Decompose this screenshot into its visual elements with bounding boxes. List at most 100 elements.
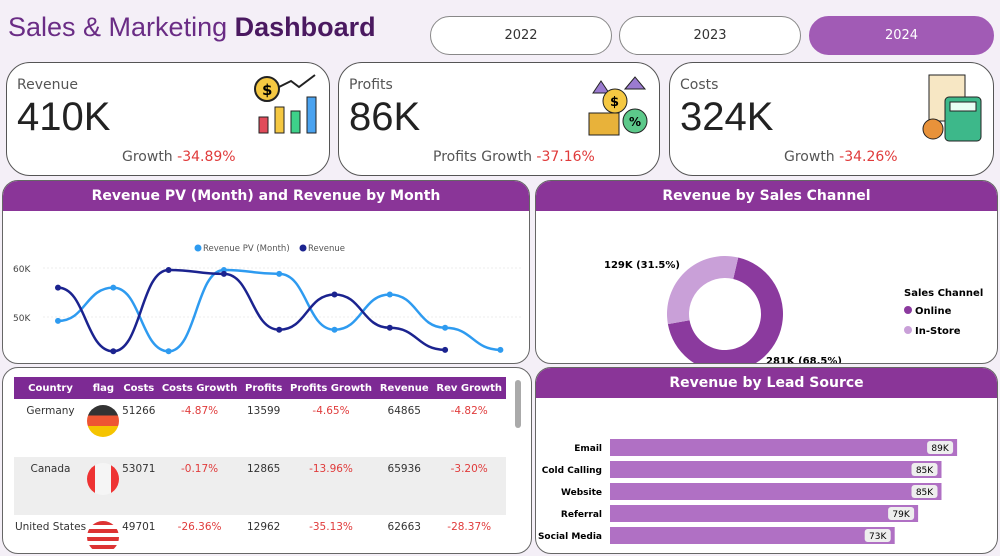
column-header[interactable]: Revenue — [376, 377, 433, 399]
cell-costs: 51266 — [122, 405, 156, 417]
cell-costs: 53071 — [122, 463, 156, 475]
bar — [610, 505, 919, 522]
data-label-bg — [927, 441, 954, 454]
data-label: 85K — [916, 466, 934, 476]
data-label: 281K (68.5%) — [766, 356, 842, 364]
cell-profits: 12962 — [246, 521, 281, 533]
svg-text:$: $ — [262, 81, 272, 99]
cell-rev-growth: -3.20% — [450, 463, 488, 475]
column-header[interactable]: Costs — [119, 377, 158, 399]
data-point — [276, 270, 283, 277]
data-point — [110, 284, 117, 291]
flag-germany-icon — [87, 405, 120, 437]
cell-costs-growth: -4.87% — [181, 405, 219, 417]
data-point — [331, 291, 338, 298]
column-header[interactable]: Profits — [241, 377, 286, 399]
column-header[interactable]: Profits Growth — [285, 377, 377, 399]
bar-chart: Email 89K Cold Calling 85K Website 85K Referra… — [538, 439, 958, 544]
svg-text:$: $ — [610, 95, 619, 110]
cell-country: Canada — [30, 463, 71, 475]
flag-cell — [87, 399, 120, 457]
line-series-revenue-pv — [57, 268, 501, 353]
year-button-2022[interactable]: 2022 — [430, 16, 612, 55]
flag-united-states-icon — [87, 521, 120, 553]
donut-slice-online — [667, 257, 783, 363]
donut-chart-panel: Revenue by Sales Channel 281K (68.5%) 129… — [535, 180, 998, 364]
data-point — [55, 317, 61, 324]
revenue-chart-icon: $ — [254, 74, 317, 134]
line-series-revenue — [57, 268, 446, 353]
growth-value: -34.89% — [177, 149, 236, 165]
y-tick-label: 50K — [13, 314, 31, 324]
data-point — [55, 284, 61, 291]
flag-canada-icon — [87, 463, 120, 495]
cell-country: United States — [14, 521, 87, 533]
kpi-value: 324K — [680, 95, 774, 139]
growth-value: -34.26% — [839, 149, 898, 165]
table-row: Canada 53071 -0.17% 12865 -13.96% 65936 -3.20% — [14, 457, 506, 515]
kpi-growth: Profits Growth -37.16% — [433, 149, 595, 165]
data-point — [110, 348, 117, 355]
kpi-value: 86K — [349, 95, 421, 139]
legend-label: In-Store — [915, 326, 961, 337]
cell-costs-growth: -26.36% — [177, 521, 222, 533]
data-point — [276, 326, 283, 333]
kpi-value: 410K — [17, 95, 111, 139]
column-header[interactable]: Costs Growth — [157, 377, 242, 399]
country-table: Country flag Costs Costs Growth Profits Profi… — [14, 377, 506, 553]
column-header[interactable]: Rev Growth — [432, 377, 506, 399]
data-point — [386, 324, 393, 331]
table-scrollbar[interactable] — [515, 380, 521, 428]
table-row: Germany 51266 -4.87% 13599 -4.65% 64865 -4.82% — [14, 399, 506, 457]
cell-revenue: 65936 — [387, 463, 421, 475]
cell-revenue: 62663 — [387, 521, 421, 533]
data-point — [497, 346, 504, 353]
cell-profits: 13599 — [246, 405, 281, 417]
growth-label: Growth — [784, 149, 835, 165]
data-point — [386, 291, 393, 298]
data-label-bg — [911, 485, 938, 498]
data-point — [442, 346, 449, 353]
bar — [610, 461, 942, 478]
growth-value: -37.16% — [536, 149, 595, 165]
cell-costs: 49701 — [122, 521, 156, 533]
year-button-2024[interactable]: 2024 — [809, 16, 994, 55]
bar — [610, 483, 942, 500]
kpi-label: Profits — [349, 77, 393, 93]
data-point — [442, 324, 449, 331]
legend-marker — [299, 244, 307, 252]
data-point — [165, 266, 172, 273]
legend-marker — [904, 326, 912, 334]
kpi-card-costs: Costs 324K Growth -34.26% — [669, 62, 994, 176]
kpi-growth: Growth -34.89% — [122, 149, 236, 165]
legend-title: Sales Channel — [904, 288, 983, 299]
legend-label: Online — [915, 306, 952, 317]
column-header[interactable]: flag — [87, 377, 120, 399]
data-label-bg — [864, 529, 891, 542]
data-label: 129K (31.5%) — [604, 260, 680, 271]
growth-label: Profits Growth — [433, 149, 532, 165]
flag-cell — [87, 457, 120, 515]
title-light: Sales & Marketing — [8, 12, 235, 42]
year-button-2023[interactable]: 2023 — [619, 16, 801, 55]
column-header[interactable]: Country — [14, 377, 87, 399]
category-label: Website — [561, 488, 602, 498]
bar — [610, 527, 895, 544]
table-row: United States 49701 -26.36% 12962 -35.13% 626… — [14, 515, 506, 553]
line-chart-panel: Revenue PV (Month) and Revenue by Month … — [2, 180, 530, 364]
category-label: Email — [574, 444, 602, 454]
legend-marker — [904, 306, 912, 314]
kpi-label: Costs — [680, 77, 719, 93]
calculator-bill-icon — [922, 74, 982, 142]
kpi-card-profits: Profits 86K Profits Growth -37.16% $% — [338, 62, 660, 176]
bar-chart-panel: Revenue by Lead Source Email 89K Cold Call… — [535, 367, 998, 554]
line-chart: 40K50K60KJanFebMarAprMayJunJulAugSepReve… — [13, 244, 523, 355]
donut-chart-title: Revenue by Sales Channel — [536, 181, 997, 211]
legend-marker — [194, 244, 202, 252]
data-point — [220, 270, 227, 277]
data-label: 85K — [916, 488, 934, 498]
data-label: 79K — [892, 510, 910, 520]
kpi-label: Revenue — [17, 77, 78, 93]
donut-chart: 281K (68.5%) 129K (31.5%) Sales Channel Onl… — [604, 256, 983, 364]
cell-profits: 12865 — [246, 463, 281, 475]
